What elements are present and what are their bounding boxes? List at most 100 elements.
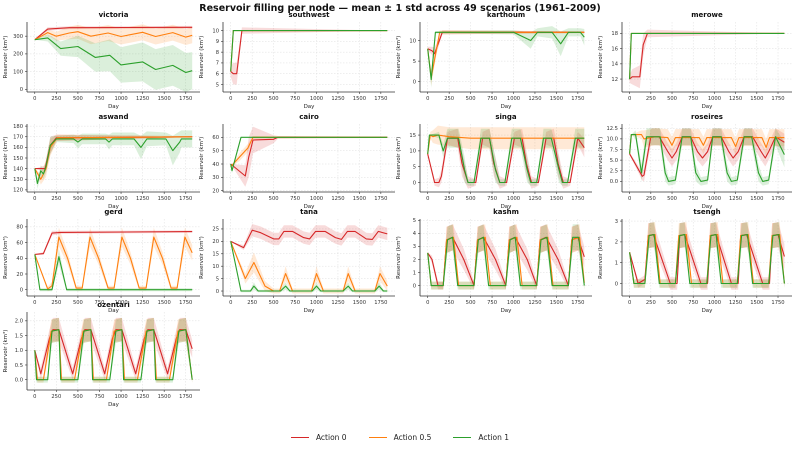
y-axis-label: Reservoir (km³) (395, 36, 402, 79)
series-line-action-1 (629, 134, 785, 182)
x-tick-label: 1750 (179, 300, 192, 306)
y-tick-label: 30 (212, 175, 219, 181)
y-tick-label: 0 (413, 180, 416, 186)
y-tick-label: 7 (216, 61, 219, 67)
series-line-action-0-5 (629, 32, 785, 80)
y-tick-label: 1.5 (15, 333, 23, 339)
series-line-action-0 (34, 231, 193, 255)
panel-title: singa (495, 113, 517, 121)
y-tick-label: 3 (413, 244, 416, 250)
x-tick-label: 1250 (331, 300, 344, 306)
y-tick-label: 150 (13, 156, 23, 162)
panel-title: gerd (104, 208, 122, 216)
y-tick-label: 1 (615, 261, 618, 267)
x-tick-label: 500 (269, 196, 279, 202)
std-band-action-0 (629, 29, 785, 89)
y-tick-label: 9 (216, 39, 219, 45)
std-band-action-1 (427, 224, 585, 290)
legend-item-action-0: Action 0 (290, 433, 347, 442)
x-tick-label: 250 (51, 196, 61, 202)
x-tick-label: 1500 (158, 196, 171, 202)
legend-label: Action 0.5 (393, 433, 432, 442)
x-tick-label: 1250 (331, 96, 344, 102)
y-tick-label: 140 (13, 166, 23, 172)
x-tick-label: 1500 (158, 394, 171, 400)
y-tick-label: 5 (216, 276, 219, 282)
x-tick-label: 0 (628, 196, 631, 202)
y-tick-label: 1 (413, 270, 416, 276)
x-tick-label: 500 (73, 196, 83, 202)
x-axis-label: Day (702, 204, 714, 210)
x-tick-label: 750 (688, 196, 698, 202)
std-band-action-0 (230, 224, 388, 250)
legend: Action 0 Action 0.5 Action 1 (0, 433, 800, 442)
x-tick-label: 0 (628, 300, 631, 306)
y-tick-label: 300 (13, 34, 23, 40)
y-tick-label: 0 (413, 80, 416, 86)
y-tick-label: 5 (413, 164, 416, 170)
panel-merowe: merowe 0 250 500 750 1000 1250 1500 1750 12 14 16 18… (597, 11, 792, 110)
series-line-action-1 (629, 32, 785, 80)
panel-title: roseires (691, 113, 723, 121)
x-tick-label: 1250 (528, 196, 541, 202)
series-line-action-1 (427, 134, 585, 184)
x-tick-label: 1250 (528, 96, 541, 102)
x-tick-label: 750 (95, 96, 105, 102)
x-tick-label: 1500 (353, 196, 366, 202)
x-tick-label: 1250 (331, 196, 344, 202)
legend-item-action-1: Action 1 (453, 433, 509, 442)
std-band-action-0 (34, 230, 193, 256)
y-tick-label: 10 (212, 264, 219, 270)
x-tick-label: 1000 (708, 300, 721, 306)
x-tick-label: 1250 (136, 196, 149, 202)
legend-swatch (290, 436, 309, 439)
series-line-action-1 (34, 254, 193, 291)
x-tick-label: 1250 (136, 96, 149, 102)
x-tick-label: 1250 (729, 300, 742, 306)
std-band-action-0-5 (629, 222, 785, 288)
x-tick-label: 0 (426, 96, 429, 102)
x-tick-label: 1750 (374, 300, 387, 306)
x-tick-label: 1250 (136, 394, 149, 400)
x-tick-label: 1750 (571, 196, 584, 202)
y-tick-label: 0 (20, 87, 23, 93)
std-band-action-0-5 (427, 224, 585, 290)
y-tick-label: 160 (13, 145, 23, 151)
y-tick-label: 120 (13, 188, 23, 194)
x-tick-label: 0 (229, 196, 232, 202)
x-axis-label: Day (304, 308, 316, 314)
x-axis-label: Day (702, 308, 714, 314)
series-line-action-1 (34, 329, 193, 381)
panel-title: ozentari (97, 301, 130, 309)
panel-southwest: southwest 0 250 500 750 1000 1250 1500 1750 5 6 7 8 9… (198, 11, 395, 110)
y-tick-label: 180 (13, 124, 23, 130)
std-band-action-0-5 (230, 241, 388, 294)
std-band-action-0-5 (230, 30, 388, 77)
panel-title: victoria (99, 11, 129, 19)
y-tick-label: 10 (409, 38, 416, 44)
y-tick-label: 15 (409, 133, 416, 139)
x-tick-label: 0 (426, 196, 429, 202)
y-tick-label: 0 (413, 283, 416, 289)
figure-title: Reservoir filling per node — mean ± 1 st… (199, 3, 601, 14)
x-tick-label: 750 (95, 196, 105, 202)
y-axis-label: Reservoir (km³) (597, 36, 604, 79)
y-tick-label: 170 (13, 135, 23, 141)
x-tick-label: 250 (247, 300, 257, 306)
legend-swatch (368, 436, 387, 439)
x-tick-label: 1500 (550, 196, 563, 202)
series-line-action-1 (427, 236, 585, 287)
x-tick-label: 1750 (771, 96, 784, 102)
x-axis-label: Day (304, 104, 316, 110)
x-tick-label: 1750 (179, 394, 192, 400)
series-line-action-0-5 (34, 236, 193, 290)
panel-tsengh: tsengh 0 250 500 750 1000 1250 1500 1750 0 1 2 3 Day R… (597, 208, 792, 314)
series-line-action-1 (34, 138, 193, 185)
panel-gerd: gerd 0 250 500 750 1000 1250 1500 1750 0 20 40 60 80 D… (2, 208, 200, 314)
x-tick-label: 500 (269, 300, 279, 306)
x-tick-label: 1500 (353, 96, 366, 102)
y-axis-label: Reservoir (km³) (198, 137, 205, 180)
x-tick-label: 500 (667, 96, 677, 102)
x-tick-label: 1750 (571, 96, 584, 102)
x-tick-label: 500 (269, 96, 279, 102)
